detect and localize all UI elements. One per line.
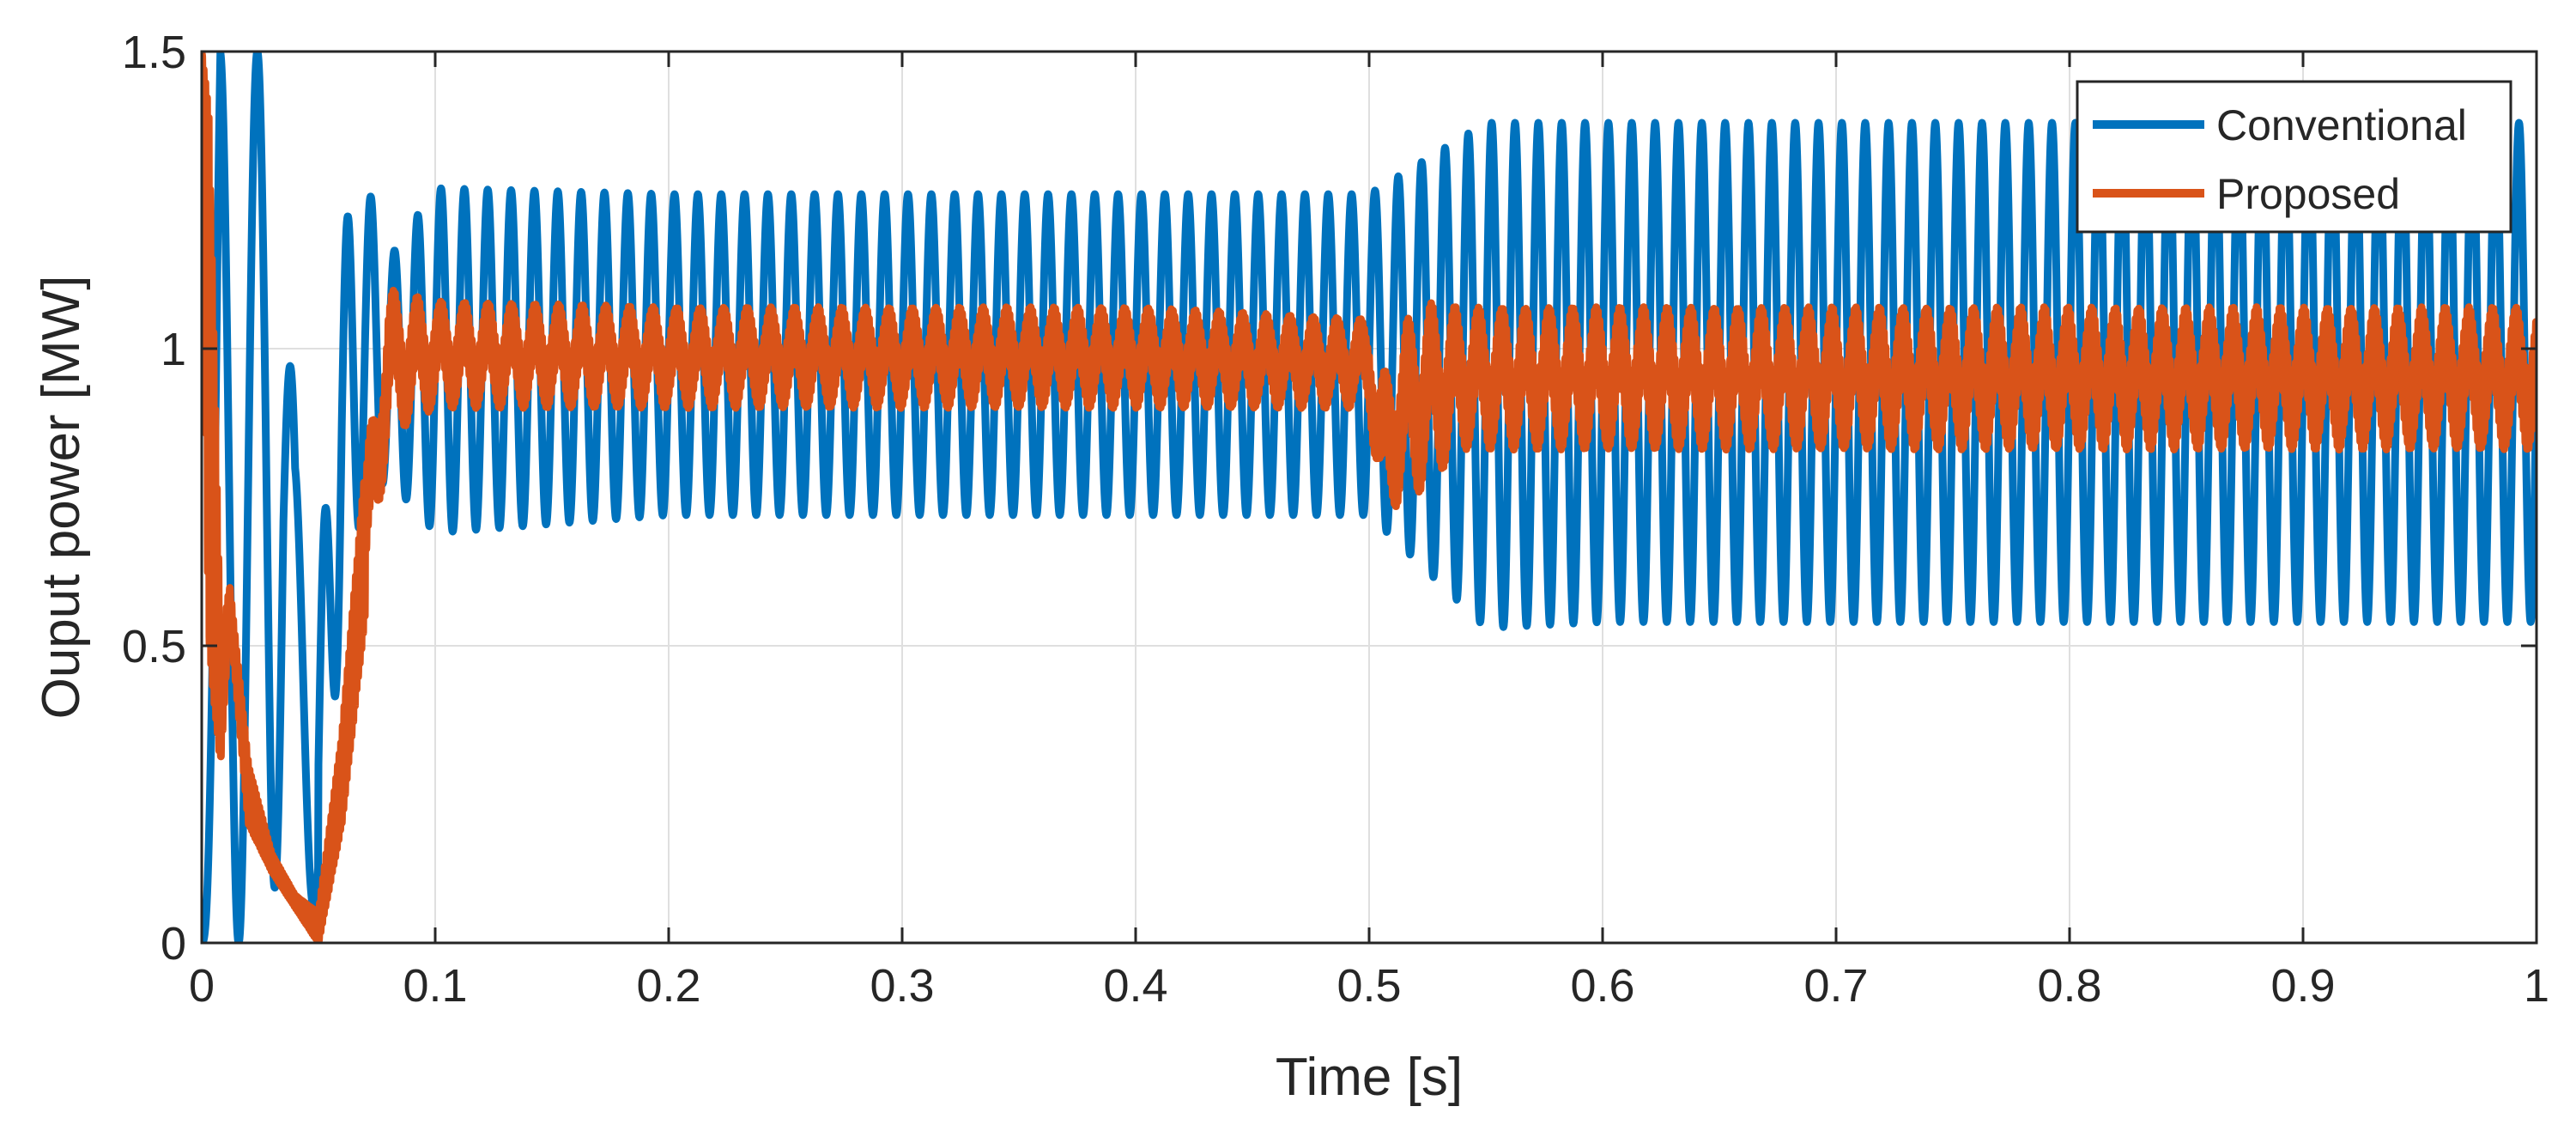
x-tick-label: 0.8 [2037,960,2101,1012]
x-tick-label: 0 [189,960,215,1012]
x-tick-label: 0.5 [1336,960,1401,1012]
x-tick-label: 0.1 [403,960,467,1012]
y-tick-label: 1.5 [122,27,186,78]
tick-labels: 0 0.1 0.2 0.3 0.4 0.5 0.6 0.7 0.8 0.9 1 0 0.5 1 1.5 [122,27,2549,1012]
legend: Conventional Proposed [2076,80,2512,234]
x-tick-label: 0.3 [870,960,934,1012]
y-axis-label: Ouput power [MW] [32,276,91,720]
x-tick-label: 0.7 [1803,960,1868,1012]
y-tick-label: 0.5 [122,621,186,672]
y-tick-label: 0 [161,918,186,970]
axes [200,50,2538,945]
x-axis-label: Time [s] [1276,1048,1463,1107]
x-tick-label: 0.9 [2270,960,2335,1012]
legend-label-conventional: Conventional [2216,101,2467,149]
y-tick-label: 1 [161,324,186,375]
legend-box [2076,80,2512,234]
legend-label-proposed: Proposed [2216,170,2400,218]
series-proposed-line [202,52,2537,943]
x-tick-label: 1 [2524,960,2549,1012]
x-tick-label: 0.6 [1570,960,1634,1012]
x-tick-label: 0.2 [636,960,700,1012]
x-tick-label: 0.4 [1103,960,1167,1012]
